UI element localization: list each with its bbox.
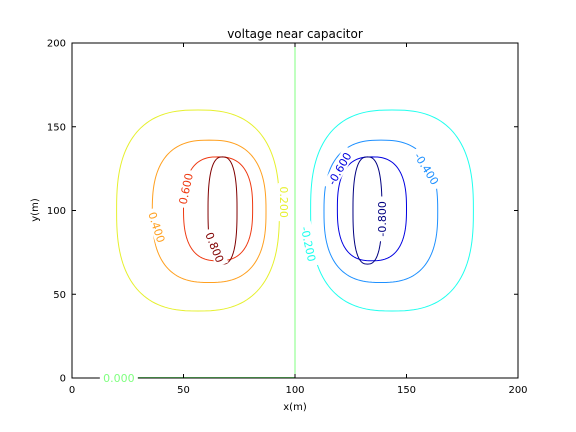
contour-label-gap xyxy=(174,168,196,209)
y-tick-label: 100 xyxy=(47,206,66,217)
contour-label-gap xyxy=(202,227,229,268)
x-tick-label: 50 xyxy=(177,385,190,396)
contour-label: 0.200 xyxy=(277,186,290,218)
plot-area xyxy=(72,43,518,378)
contour-label-gap xyxy=(297,220,320,268)
axes: 0 50 100 150 200 0 50 100 150 200 xyxy=(47,39,528,397)
contour-label-group: -0.800 xyxy=(374,196,389,242)
contour-label-gap xyxy=(277,183,291,222)
contour-line-neg0p4 xyxy=(323,139,439,284)
contour-label-gap xyxy=(322,145,356,192)
contour-line-neg0p8 xyxy=(352,156,383,265)
x-tick-label: 150 xyxy=(397,385,416,396)
contour-line-neg0p6 xyxy=(336,156,407,262)
contour-line-0p8 xyxy=(207,156,238,265)
contour-line-0p2 xyxy=(116,109,280,312)
contour-label-group: 0.600 xyxy=(174,168,196,209)
contour-label-gap xyxy=(409,145,445,191)
y-tick-label: 50 xyxy=(53,290,66,301)
x-tick-label: 100 xyxy=(285,385,304,396)
contour-line-0p6 xyxy=(182,156,254,262)
contour-label: 0.000 xyxy=(103,372,135,385)
contour-label-gap xyxy=(145,207,170,248)
y-tick-label: 200 xyxy=(47,39,66,50)
x-axis-label: x(m) xyxy=(283,402,307,413)
contour-label: 0.600 xyxy=(177,172,196,206)
contour-label-group: 0.200 xyxy=(277,183,291,222)
contour-label: -0.800 xyxy=(376,201,389,236)
chart-title: voltage near capacitor xyxy=(227,27,363,41)
x-tick-label: 200 xyxy=(508,385,527,396)
contour-label-gap xyxy=(374,196,388,242)
y-tick-label: 150 xyxy=(47,122,66,133)
x-tick-label: 0 xyxy=(69,385,75,396)
y-axis-label: y(m) xyxy=(30,198,41,222)
contour-label-group: 0.000 xyxy=(99,371,138,385)
contour-line-neg0p2 xyxy=(310,109,474,312)
contour-label-gap xyxy=(99,371,138,384)
y-tick-label: 0 xyxy=(60,374,66,385)
